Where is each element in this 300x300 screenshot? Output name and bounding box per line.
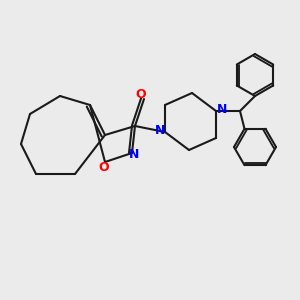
Text: O: O xyxy=(98,161,109,174)
Text: O: O xyxy=(136,88,146,101)
Text: N: N xyxy=(217,103,227,116)
Text: N: N xyxy=(154,124,165,137)
Text: N: N xyxy=(129,148,140,161)
